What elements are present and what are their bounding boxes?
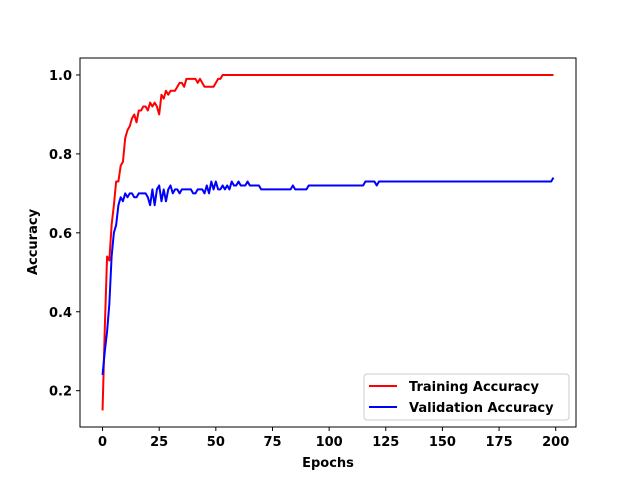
series-line-validation [101, 177, 555, 376]
y-tick-label: 0.2 [49, 385, 72, 400]
x-tick-label: 100 [316, 435, 343, 450]
x-axis-ticks: 0 25 50 75 100 125 150 175 200 [98, 427, 569, 450]
series-line-training [101, 73, 554, 411]
x-tick-label: 150 [429, 435, 456, 450]
y-tick-label: 0.8 [49, 148, 72, 163]
x-tick-label: 175 [486, 435, 513, 450]
y-axis-label: Accuracy [26, 208, 41, 275]
series-layer [101, 73, 555, 411]
y-tick-label: 0.6 [49, 227, 72, 242]
x-tick-label: 75 [263, 435, 281, 450]
axes-frame [79, 57, 577, 428]
x-tick-label: 0 [98, 435, 107, 450]
x-axis-label: Epochs [302, 456, 354, 471]
x-tick-label: 50 [207, 435, 225, 450]
legend: Training Accuracy Validation Accuracy [363, 373, 570, 421]
x-tick-label: 25 [150, 435, 168, 450]
legend-label-validation: Validation Accuracy [409, 401, 554, 416]
y-tick-label: 0.4 [49, 306, 72, 321]
x-tick-label: 200 [542, 435, 569, 450]
legend-box [363, 373, 570, 421]
x-tick-label: 125 [372, 435, 399, 450]
plot-area: 0 25 50 75 100 125 150 175 200 0.2 0.4 0.6 0.8 1.0 [49, 57, 577, 450]
y-axis-ticks: 0.2 0.4 0.6 0.8 1.0 [49, 69, 80, 400]
legend-label-training: Training Accuracy [409, 380, 539, 395]
y-tick-label: 1.0 [49, 69, 72, 84]
